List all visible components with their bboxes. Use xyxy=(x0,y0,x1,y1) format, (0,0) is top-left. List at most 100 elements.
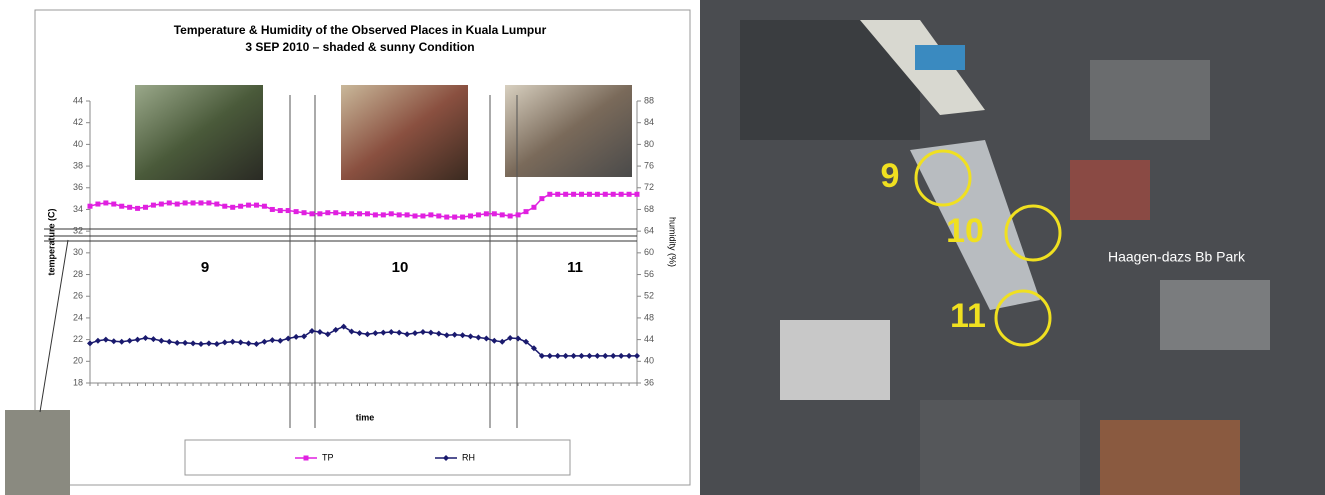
point xyxy=(183,200,188,205)
point xyxy=(405,212,410,217)
point xyxy=(198,200,203,205)
y-tick-label: 44 xyxy=(73,95,83,105)
point xyxy=(476,212,481,217)
photo xyxy=(5,410,70,495)
point xyxy=(222,204,227,209)
point xyxy=(191,200,196,205)
building xyxy=(1160,280,1270,350)
legend-label: TP xyxy=(322,452,334,462)
point xyxy=(286,208,291,213)
photo xyxy=(341,85,468,180)
y-tick-label: 20 xyxy=(73,356,83,366)
point xyxy=(531,205,536,210)
y-tick-label: 38 xyxy=(73,160,83,170)
y-tick-label: 22 xyxy=(73,334,83,344)
point xyxy=(579,192,584,197)
point xyxy=(135,206,140,211)
legend xyxy=(185,440,570,475)
point xyxy=(175,202,180,207)
point xyxy=(611,192,616,197)
y2-axis-label: humidity (%) xyxy=(668,217,678,267)
point xyxy=(230,205,235,210)
point xyxy=(508,213,513,218)
y2-tick-label: 76 xyxy=(644,160,654,170)
point xyxy=(88,204,93,209)
y2-tick-label: 64 xyxy=(644,226,654,236)
point xyxy=(389,211,394,216)
point xyxy=(103,200,108,205)
y2-tick-label: 72 xyxy=(644,182,654,192)
point xyxy=(397,212,402,217)
map-label: 10 xyxy=(946,212,984,250)
point xyxy=(587,192,592,197)
point xyxy=(167,200,172,205)
y-tick-label: 18 xyxy=(73,377,83,387)
point xyxy=(595,192,600,197)
y2-tick-label: 84 xyxy=(644,117,654,127)
point xyxy=(357,211,362,216)
point xyxy=(563,192,568,197)
point xyxy=(373,212,378,217)
map-label: 9 xyxy=(881,157,900,195)
point xyxy=(492,211,497,216)
building xyxy=(1070,160,1150,220)
y2-tick-label: 60 xyxy=(644,247,654,257)
point xyxy=(381,212,386,217)
point xyxy=(214,202,219,207)
y-tick-label: 34 xyxy=(73,204,83,214)
y-tick-label: 32 xyxy=(73,226,83,236)
point xyxy=(270,207,275,212)
map-label: 11 xyxy=(950,297,986,335)
building xyxy=(920,400,1080,495)
point xyxy=(349,211,354,216)
point xyxy=(413,213,418,218)
point xyxy=(420,213,425,218)
point xyxy=(302,210,307,215)
y2-tick-label: 44 xyxy=(644,334,654,344)
y2-tick-label: 48 xyxy=(644,312,654,322)
page: Temperature & Humidity of the Observed P… xyxy=(0,0,1325,495)
point xyxy=(635,192,640,197)
y2-tick-label: 52 xyxy=(644,291,654,301)
point xyxy=(333,210,338,215)
legend-label: RH xyxy=(462,452,475,462)
point xyxy=(603,192,608,197)
point xyxy=(95,202,100,207)
building xyxy=(1090,60,1210,140)
point xyxy=(206,200,211,205)
point xyxy=(524,209,529,214)
building xyxy=(1100,420,1240,495)
point xyxy=(151,203,156,208)
point xyxy=(262,204,267,209)
y-tick-label: 28 xyxy=(73,269,83,279)
y-tick-label: 26 xyxy=(73,291,83,301)
point xyxy=(555,192,560,197)
building xyxy=(780,320,890,400)
y-tick-label: 30 xyxy=(73,247,83,257)
point xyxy=(278,208,283,213)
region-label: 10 xyxy=(392,259,409,276)
point xyxy=(119,204,124,209)
point xyxy=(571,192,576,197)
point xyxy=(468,213,473,218)
region-label: 9 xyxy=(201,259,209,276)
point xyxy=(341,211,346,216)
point xyxy=(484,211,489,216)
y-tick-label: 24 xyxy=(73,312,83,322)
point xyxy=(325,210,330,215)
y2-tick-label: 36 xyxy=(644,377,654,387)
y2-tick-label: 40 xyxy=(644,356,654,366)
pool xyxy=(915,45,965,70)
x-axis-label: time xyxy=(356,412,375,422)
point xyxy=(294,209,299,214)
chart-title: Temperature & Humidity of the Observed P… xyxy=(174,23,547,37)
region-label: 11 xyxy=(567,259,583,276)
y2-tick-label: 68 xyxy=(644,204,654,214)
point xyxy=(127,205,132,210)
y2-tick-label: 56 xyxy=(644,269,654,279)
point xyxy=(143,205,148,210)
y2-tick-label: 80 xyxy=(644,139,654,149)
y2-tick-label: 88 xyxy=(644,95,654,105)
point xyxy=(547,192,552,197)
map-place: Haagen-dazs Bb Park xyxy=(1108,249,1246,265)
